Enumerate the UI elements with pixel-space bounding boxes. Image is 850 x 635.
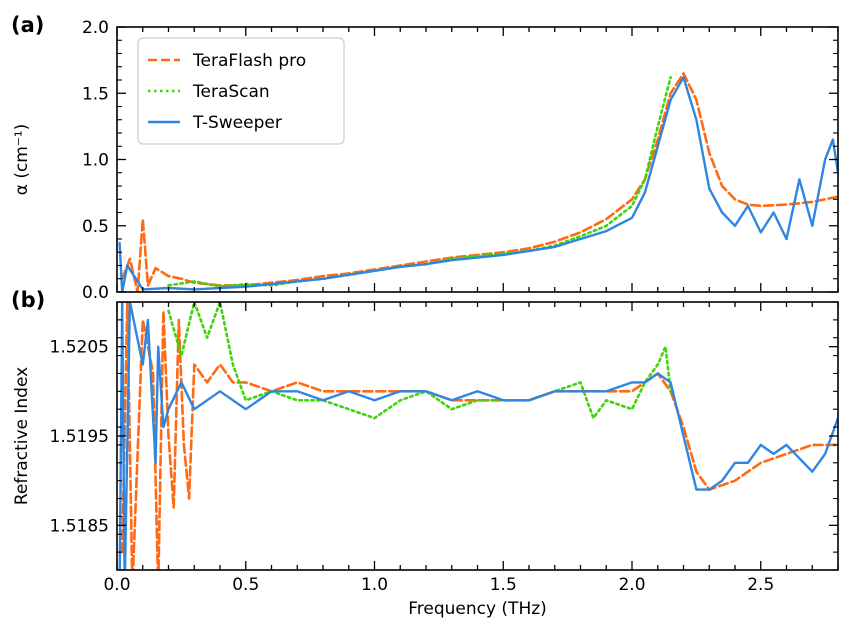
x-tick-label: 2.5: [747, 575, 774, 595]
x-tick-label: 0.0: [103, 575, 130, 595]
y-tick-label: 0.0: [82, 283, 109, 303]
y-tick-label: 2.0: [82, 18, 109, 38]
y-tick-label: 0.5: [82, 217, 109, 237]
legend-box: [137, 37, 345, 145]
panel-label: (b): [11, 288, 45, 312]
y-tick-label: 1.5185: [50, 516, 109, 536]
panel-label: (a): [11, 13, 44, 37]
y-tick-label: 1.5195: [50, 427, 109, 447]
series-line-terascan: [167, 302, 672, 420]
legend-label: TeraScan: [192, 82, 270, 102]
y-tick-label: 1.5: [82, 84, 109, 104]
series-line-t-sweeper: [118, 302, 838, 570]
y-axis-label: α (cm⁻¹): [12, 124, 32, 196]
panel-a: 0.00.51.01.52.0α (cm⁻¹)(a)TeraFlash proT…: [11, 13, 839, 303]
series-group: [118, 72, 838, 292]
x-axis-label: Frequency (THz): [408, 599, 547, 619]
plot-frame: [116, 301, 839, 571]
legend: TeraFlash pro TeraScan T-Sweeper: [137, 37, 345, 145]
y-axis-label: Refractive Index: [12, 367, 32, 505]
x-tick-label: 1.0: [361, 575, 388, 595]
legend-label: TeraFlash pro: [192, 51, 306, 71]
series-line-teraflash-pro: [120, 302, 838, 570]
legend-label: T-Sweeper: [192, 113, 282, 133]
y-tick-label: 1.5205: [50, 338, 109, 358]
x-tick-label: 0.5: [232, 575, 259, 595]
x-tick-label: 1.5: [490, 575, 517, 595]
y-tick-label: 1.0: [82, 151, 109, 171]
panel-b: 1.5185 1.5195 1.5205 0.0 0.5 1.0 1.5 2.0 2.5 Refr…: [11, 288, 839, 619]
x-tick-label: 2.0: [618, 575, 645, 595]
series-group: [118, 302, 838, 570]
series-line-t-sweeper: [118, 76, 838, 292]
